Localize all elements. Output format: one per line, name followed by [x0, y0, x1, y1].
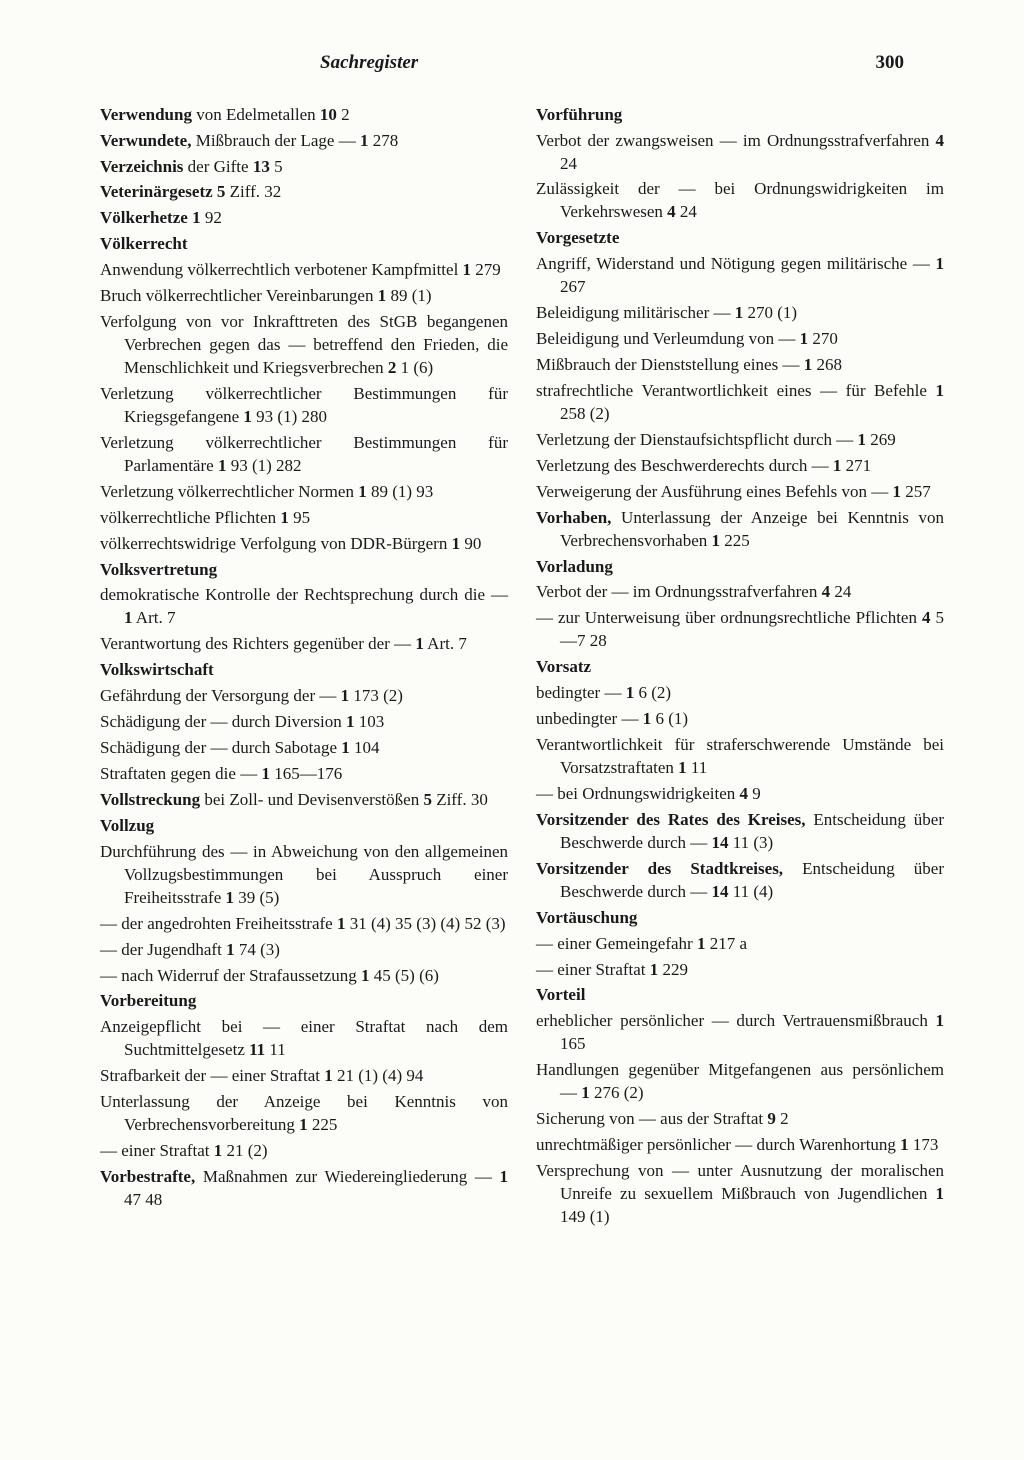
- index-entry: Verwundete, Mißbrauch der Lage — 1 278: [100, 130, 508, 153]
- index-entry: — der Jugendhaft 1 74 (3): [100, 939, 508, 962]
- index-entry: Unterlassung der Anzeige bei Kenntnis vo…: [100, 1091, 508, 1137]
- index-entry: — der angedrohten Freiheitsstrafe 1 31 (…: [100, 913, 508, 936]
- left-column: Verwendung von Edelmetallen 10 2 Verwunde…: [100, 104, 508, 1232]
- index-entry: Vorbestrafte, Maßnahmen zur Wiedereingli…: [100, 1166, 508, 1212]
- index-entry: Verzeichnis der Gifte 13 5: [100, 156, 508, 179]
- index-entry: bedingter — 1 6 (2): [536, 682, 944, 705]
- index-entry: Verantwortung des Richters gegenüber der…: [100, 633, 508, 656]
- index-entry: strafrechtliche Verantwortlichkeit eines…: [536, 380, 944, 426]
- index-entry: Verletzung völkerrechtlicher Normen 1 89…: [100, 481, 508, 504]
- index-entry: Vollstreckung bei Zoll- und Devisenverst…: [100, 789, 508, 812]
- index-entry: Volkswirtschaft: [100, 659, 508, 682]
- index-entry: Sicherung von — aus der Straftat 9 2: [536, 1108, 944, 1131]
- index-entry: Schädigung der — durch Diversion 1 103: [100, 711, 508, 734]
- right-column: Vorführung Verbot der zwangsweisen — im O…: [536, 104, 944, 1232]
- index-entry: erheblicher persönlicher — durch Vertrau…: [536, 1010, 944, 1056]
- index-entry: Verletzung der Dienstaufsichtspflicht du…: [536, 429, 944, 452]
- index-entry: Mißbrauch der Dienststellung eines — 1 2…: [536, 354, 944, 377]
- index-entry: Verletzung völkerrechtlicher Bestimmunge…: [100, 383, 508, 429]
- index-entry: Verfolgung von vor Inkrafttreten des StG…: [100, 311, 508, 380]
- index-entry: Vorsatz: [536, 656, 944, 679]
- index-entry: völkerrechtswidrige Verfolgung von DDR-B…: [100, 533, 508, 556]
- index-entry: — einer Gemeingefahr 1 217 a: [536, 933, 944, 956]
- index-entry: unbedingter — 1 6 (1): [536, 708, 944, 731]
- page-number: 300: [876, 50, 905, 76]
- index-entry: Verbot der zwangsweisen — im Ordnungsstr…: [536, 130, 944, 176]
- index-entry: Angriff, Widerstand und Nötigung gegen m…: [536, 253, 944, 299]
- index-entry: Veterinärgesetz 5 Ziff. 32: [100, 181, 508, 204]
- index-entry: Vorsitzender des Stadtkreises, Entscheid…: [536, 858, 944, 904]
- index-entry: Vorteil: [536, 984, 944, 1007]
- index-entry: Verletzung völkerrechtlicher Bestimmunge…: [100, 432, 508, 478]
- index-entry: demokratische Kontrolle der Rechtsprechu…: [100, 584, 508, 630]
- index-entry: — bei Ordnungswidrigkeiten 4 9: [536, 783, 944, 806]
- index-entry: Versprechung von — unter Ausnutzung der …: [536, 1160, 944, 1229]
- index-entry: Zulässigkeit der — bei Ordnungswidrigkei…: [536, 178, 944, 224]
- index-entry: — zur Unterweisung über ordnungsrechtlic…: [536, 607, 944, 653]
- index-entry: — einer Straftat 1 21 (2): [100, 1140, 508, 1163]
- index-entry: Bruch völkerrechtlicher Vereinbarungen 1…: [100, 285, 508, 308]
- content-columns: Verwendung von Edelmetallen 10 2 Verwunde…: [100, 104, 944, 1232]
- index-entry: Durchführung des — in Abweichung von den…: [100, 841, 508, 910]
- index-entry: Anzeigepflicht bei — einer Straftat nach…: [100, 1016, 508, 1062]
- index-entry: Volksvertretung: [100, 559, 508, 582]
- index-entry: Gefährdung der Versorgung der — 1 173 (2…: [100, 685, 508, 708]
- page-title: Sachregister: [320, 50, 418, 76]
- index-entry: — nach Widerruf der Strafaussetzung 1 45…: [100, 965, 508, 988]
- index-entry: Schädigung der — durch Sabotage 1 104: [100, 737, 508, 760]
- index-entry: Verantwortlichkeit für straferschwerende…: [536, 734, 944, 780]
- index-entry: Vorsitzender des Rates des Kreises, Ents…: [536, 809, 944, 855]
- index-entry: Vollzug: [100, 815, 508, 838]
- index-entry: Vorbereitung: [100, 990, 508, 1013]
- index-entry: Vorgesetzte: [536, 227, 944, 250]
- index-entry: Vortäuschung: [536, 907, 944, 930]
- index-entry: Verbot der — im Ordnungsstrafverfahren 4…: [536, 581, 944, 604]
- index-entry: Völkerrecht: [100, 233, 508, 256]
- index-entry: Beleidigung militärischer — 1 270 (1): [536, 302, 944, 325]
- index-entry: Straftaten gegen die — 1 165—176: [100, 763, 508, 786]
- index-entry: Verletzung des Beschwerderechts durch — …: [536, 455, 944, 478]
- index-entry: Handlungen gegenüber Mitgefangenen aus p…: [536, 1059, 944, 1105]
- index-entry: Verwendung von Edelmetallen 10 2: [100, 104, 508, 127]
- index-entry: Beleidigung und Verleumdung von — 1 270: [536, 328, 944, 351]
- index-entry: Völkerhetze 1 92: [100, 207, 508, 230]
- index-entry: völkerrechtliche Pflichten 1 95: [100, 507, 508, 530]
- page-header: Sachregister 300: [100, 50, 944, 76]
- index-entry: Vorladung: [536, 556, 944, 579]
- index-entry: Strafbarkeit der — einer Straftat 1 21 (…: [100, 1065, 508, 1088]
- index-entry: unrechtmäßiger persönlicher — durch Ware…: [536, 1134, 944, 1157]
- index-entry: Anwendung völkerrechtlich verbotener Kam…: [100, 259, 508, 282]
- index-entry: — einer Straftat 1 229: [536, 959, 944, 982]
- index-entry: Vorhaben, Unterlassung der Anzeige bei K…: [536, 507, 944, 553]
- index-entry: Verweigerung der Ausführung eines Befehl…: [536, 481, 944, 504]
- index-entry: Vorführung: [536, 104, 944, 127]
